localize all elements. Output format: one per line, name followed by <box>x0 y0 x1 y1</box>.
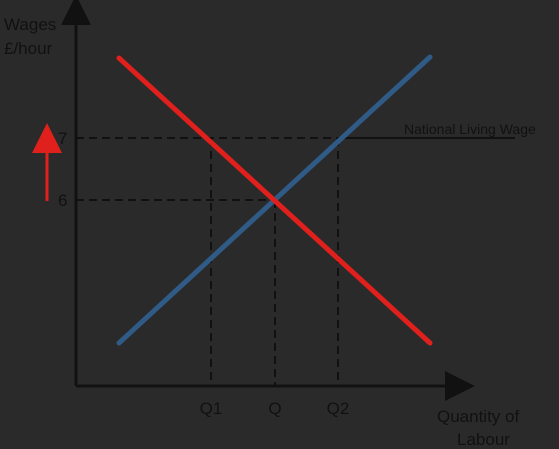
y-tick-6: 6 <box>58 191 67 210</box>
y-axis-label-line2: £/hour <box>4 39 53 58</box>
y-axis-label-line1: Wages <box>4 15 56 34</box>
x-tick-q1: Q1 <box>200 399 223 418</box>
x-tick-q: Q <box>268 399 281 418</box>
demand-curve <box>116 55 433 346</box>
x-tick-q2: Q2 <box>327 399 350 418</box>
x-axis-label-line2: Labour <box>457 430 510 449</box>
national-living-wage-label: National Living Wage <box>404 121 536 137</box>
x-axis-label-line1: Quantity of <box>437 407 519 426</box>
y-tick-7: 7 <box>58 129 67 148</box>
